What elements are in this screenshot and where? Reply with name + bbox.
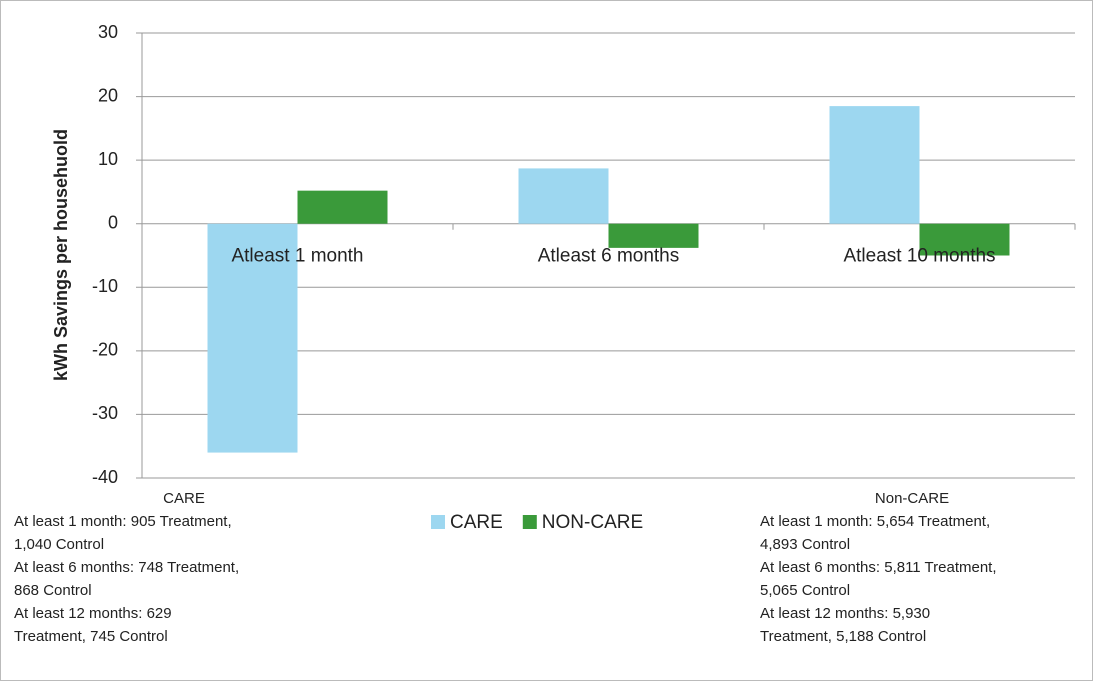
x-tick-label: Atleast 1 month — [231, 246, 363, 267]
note-line: At least 12 months: 629 — [14, 605, 172, 622]
note-line: 868 Control — [14, 582, 92, 599]
bar — [608, 223, 699, 248]
bar — [829, 106, 920, 224]
x-tick-label: Atleast 6 months — [538, 246, 680, 267]
y-tick-label: 10 — [98, 149, 118, 169]
y-tick-label: -20 — [92, 340, 118, 360]
bar — [518, 168, 609, 224]
note-title: Non-CARE — [875, 490, 949, 507]
note-line: 4,893 Control — [760, 536, 850, 553]
legend-label: CARE — [450, 512, 503, 533]
note-line: Treatment, 745 Control — [14, 628, 168, 645]
legend-swatch — [522, 515, 537, 529]
note-title: CARE — [163, 490, 205, 507]
bar — [919, 223, 1010, 256]
bar — [297, 190, 388, 224]
y-axis-label: kWh Savings per househuold — [51, 129, 71, 381]
note-line: At least 1 month: 5,654 Treatment, — [760, 513, 990, 530]
x-tick-label: Atleast 10 months — [843, 246, 995, 267]
y-tick-label: -30 — [92, 403, 118, 423]
y-tick-label: 30 — [98, 22, 118, 42]
note-line: 5,065 Control — [760, 582, 850, 599]
y-tick-label: -40 — [92, 467, 118, 487]
note-line: At least 12 months: 5,930 — [760, 605, 930, 622]
y-tick-label: 20 — [98, 85, 118, 105]
note-line: At least 1 month: 905 Treatment, — [14, 513, 232, 530]
note-line: Treatment, 5,188 Control — [760, 628, 926, 645]
note-line: At least 6 months: 748 Treatment, — [14, 559, 239, 576]
note-line: At least 6 months: 5,811 Treatment, — [760, 559, 997, 576]
y-tick-label: -10 — [92, 276, 118, 296]
bar — [207, 223, 298, 453]
legend-swatch — [431, 515, 445, 529]
y-tick-label: 0 — [108, 212, 118, 232]
legend-label: NON-CARE — [542, 512, 643, 533]
note-line: 1,040 Control — [14, 536, 104, 553]
